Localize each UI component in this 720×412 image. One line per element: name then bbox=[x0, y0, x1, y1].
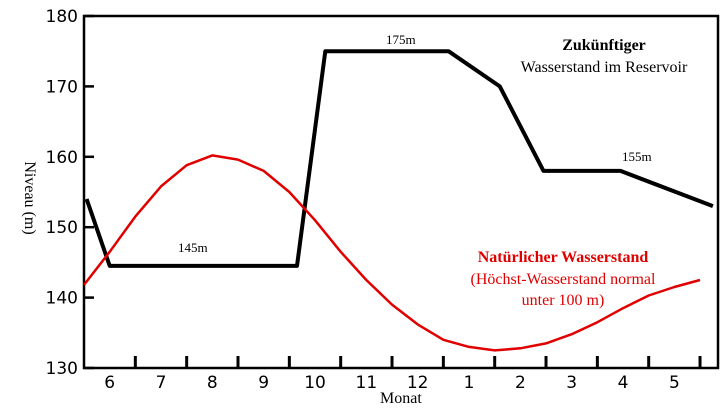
x-tick-label-7: 7 bbox=[156, 373, 167, 393]
y-tick-label-180: 180 bbox=[46, 7, 78, 27]
x-axis: 6 7 8 9 10 11 12 1 2 3 4 5 bbox=[104, 356, 702, 393]
y-tick-label-170: 170 bbox=[46, 77, 78, 97]
x-tick-label-6: 6 bbox=[104, 373, 115, 393]
y-axis: 130 140 150 160 170 180 bbox=[46, 7, 94, 379]
x-tick-label-10: 10 bbox=[304, 373, 326, 393]
y-tick-label-160: 160 bbox=[46, 148, 78, 168]
x-tick-label-12: 12 bbox=[407, 373, 429, 393]
series-line-reservoir bbox=[84, 49, 714, 268]
series-label-natural-1: Natürlicher Wasserstand bbox=[478, 249, 649, 266]
annotation-175m: 175m bbox=[386, 32, 416, 47]
y-axis-label: Niveau (m) bbox=[21, 161, 38, 235]
x-tick-label-11: 11 bbox=[356, 373, 378, 393]
annotation-155m: 155m bbox=[622, 149, 652, 164]
x-axis-label: Monat bbox=[380, 390, 422, 407]
series-label-natural-2: (Höchst-Wasserstand normal bbox=[471, 271, 656, 288]
x-tick-label-2: 2 bbox=[515, 373, 526, 393]
y-tick-label-140: 140 bbox=[46, 289, 78, 309]
plot-frame bbox=[82, 14, 720, 370]
series-label-reservoir-1: Zukünftiger bbox=[562, 37, 646, 54]
x-tick-label-1: 1 bbox=[464, 373, 475, 393]
y-tick-label-130: 130 bbox=[46, 359, 78, 379]
series-label-reservoir-2: Wasserstand im Reservoir bbox=[521, 59, 688, 76]
y-tick-label-150: 150 bbox=[46, 218, 78, 238]
x-tick-label-5: 5 bbox=[669, 373, 680, 393]
x-tick-label-4: 4 bbox=[618, 373, 629, 393]
x-tick-label-8: 8 bbox=[207, 373, 218, 393]
series-line-natural bbox=[83, 154, 701, 352]
series-label-natural-3: unter 100 m) bbox=[522, 292, 605, 309]
x-tick-label-3: 3 bbox=[566, 373, 577, 393]
annotation-145m: 145m bbox=[178, 240, 208, 255]
x-tick-label-9: 9 bbox=[258, 373, 269, 393]
